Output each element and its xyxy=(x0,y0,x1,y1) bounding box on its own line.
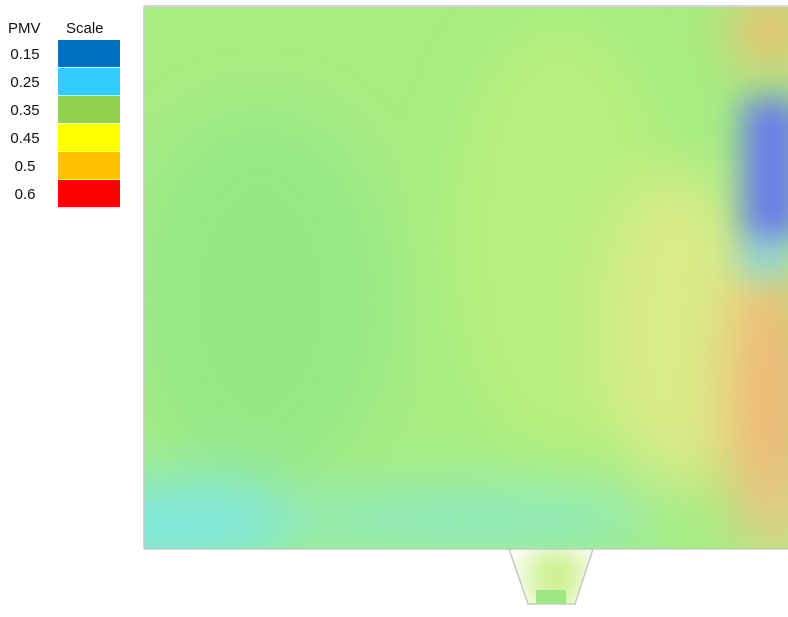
legend-item-1: 0.15 xyxy=(0,40,130,68)
warm-zone-bottom-right xyxy=(748,480,788,549)
legend-header-pmv: PMV xyxy=(8,20,41,37)
legend-item-6: 0.6 xyxy=(0,180,130,208)
room-floor-plan xyxy=(144,7,788,549)
warm-transition-zone xyxy=(600,170,760,490)
legend-swatch-4 xyxy=(58,124,120,151)
legend-item-2: 0.25 xyxy=(0,68,130,96)
legend-item-5: 0.5 xyxy=(0,152,130,180)
pmv-legend: PMV Scale 0.15 0.25 0.35 0.45 0.5 0.6 xyxy=(0,0,140,220)
legend-swatch-3 xyxy=(58,96,120,123)
legend-swatch-1 xyxy=(58,40,120,67)
outlet-outline xyxy=(508,548,594,605)
cool-inlet-layer xyxy=(735,98,788,278)
legend-swatch-6 xyxy=(58,180,120,207)
legend-item-3: 0.35 xyxy=(0,96,130,124)
legend-swatch-5 xyxy=(58,152,120,179)
legend-header-scale: Scale xyxy=(66,20,104,37)
warm-zone-right xyxy=(725,250,788,549)
pmv-gradient-layer xyxy=(144,7,788,549)
legend-value-4: 0.45 xyxy=(10,130,40,147)
zone-left-center xyxy=(144,110,390,490)
legend-value-6: 0.6 xyxy=(14,186,36,203)
outlet-stub xyxy=(509,549,593,604)
legend-value-1: 0.15 xyxy=(10,46,40,63)
legend-value-5: 0.5 xyxy=(14,158,36,175)
warm-zone-top-right xyxy=(732,7,788,70)
outlet-bottom-zone xyxy=(536,590,566,604)
cold-fringe-right xyxy=(735,242,788,278)
legend-item-4: 0.45 xyxy=(0,124,130,152)
cold-zone-right xyxy=(742,98,788,240)
legend-swatch-2 xyxy=(58,68,120,95)
room-outline xyxy=(143,5,788,605)
cool-zone-bottom-left xyxy=(144,480,310,549)
legend-value-2: 0.25 xyxy=(10,74,40,91)
cool-zone-bottom xyxy=(280,490,660,549)
legend-value-3: 0.35 xyxy=(10,102,40,119)
